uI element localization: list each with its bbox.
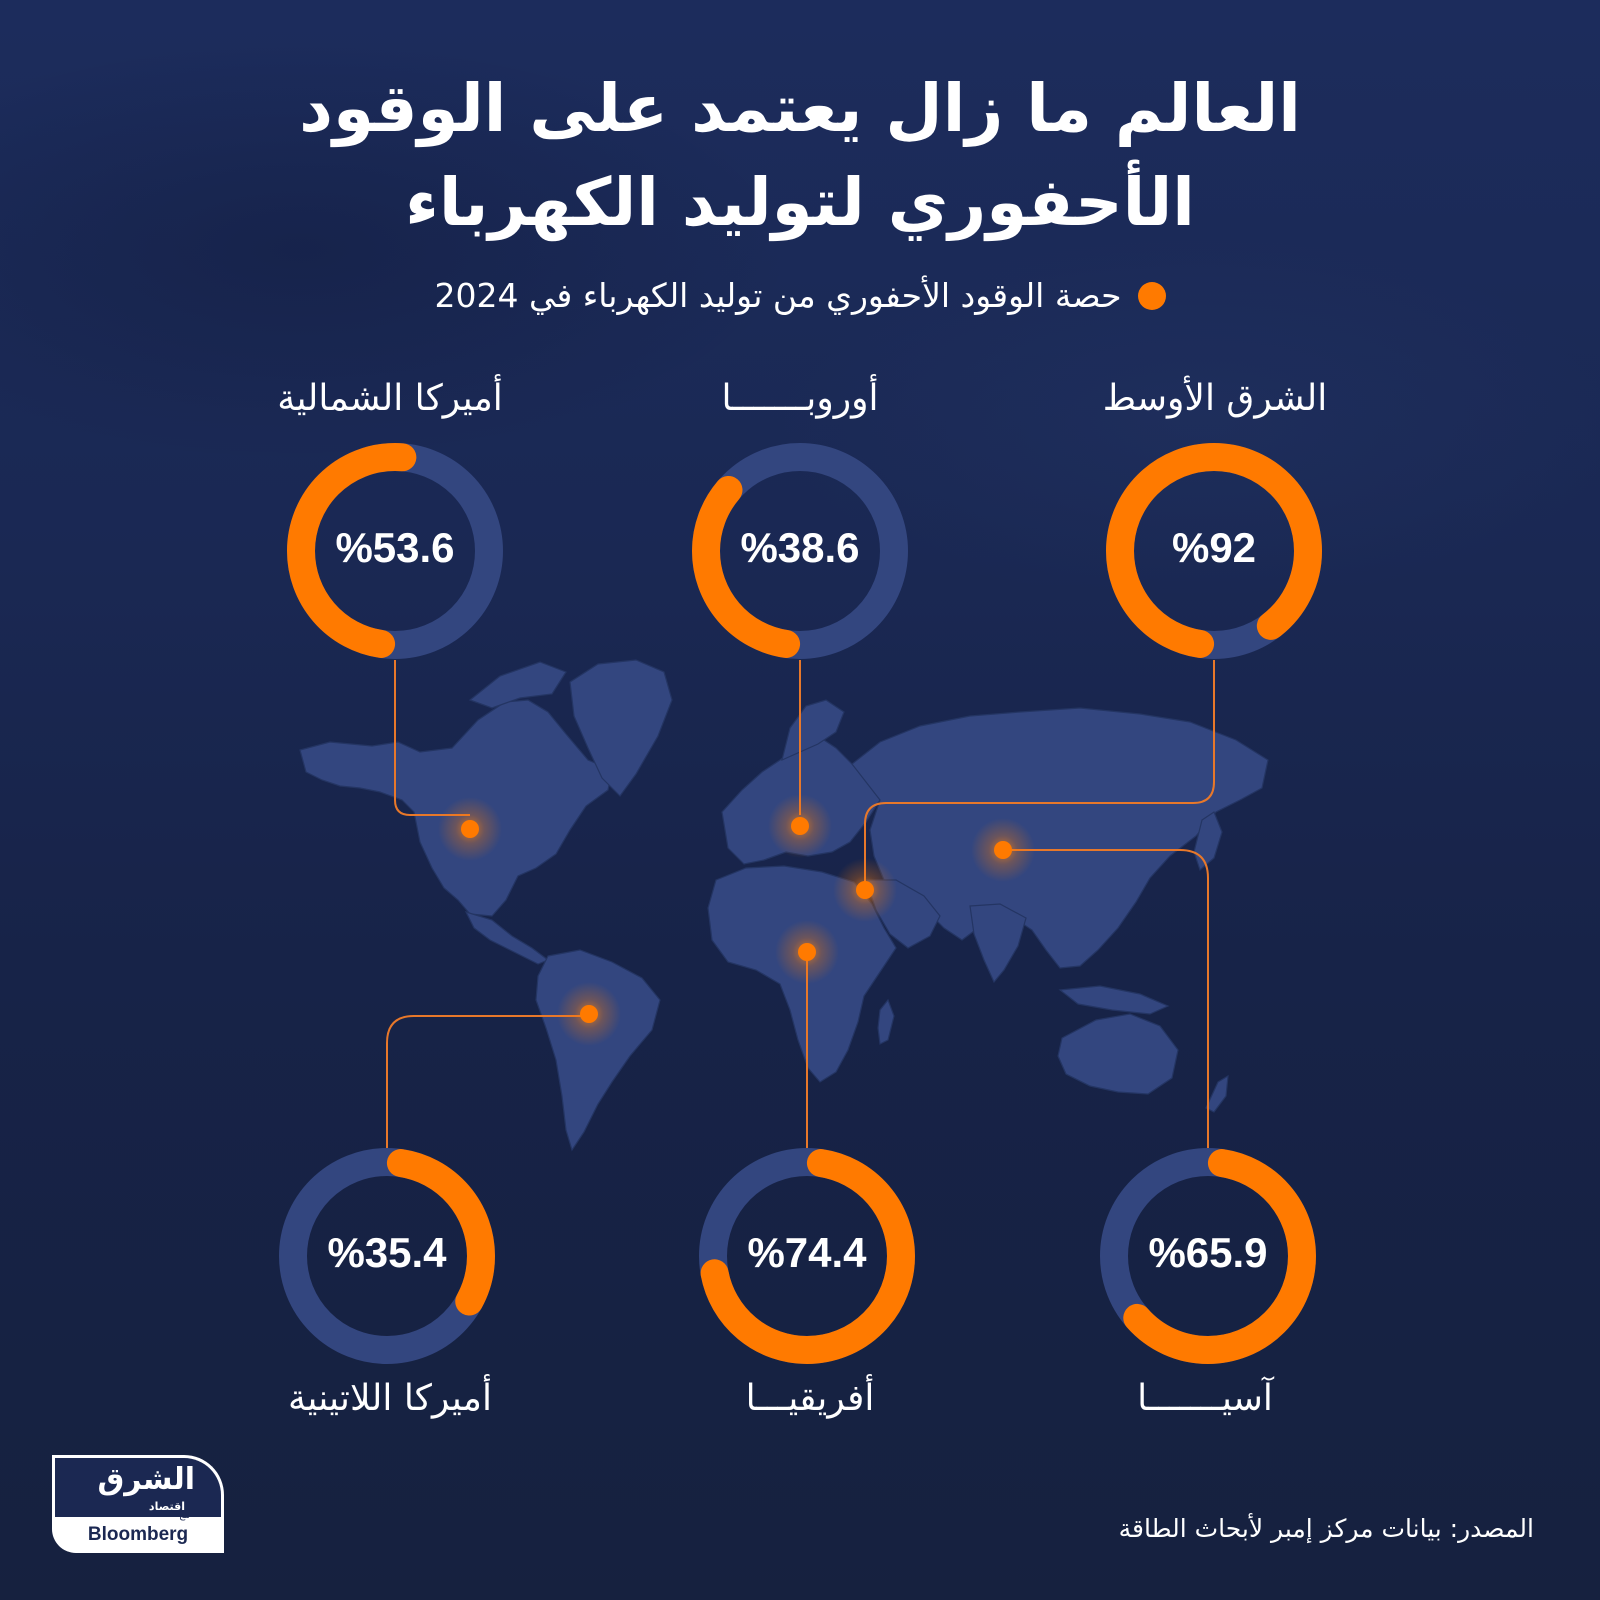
page-title: العالم ما زال يعتمد على الوقود الأحفوري … [0, 62, 1600, 250]
logo-top-panel: الشرق اقتصاد [52, 1455, 224, 1517]
value-africa: %74.4 [747, 1229, 867, 1276]
donut-africa [699, 1148, 915, 1364]
label-middle-east: الشرق الأوسط [1102, 378, 1328, 419]
map-scandinavia [781, 699, 845, 762]
marker-africa [775, 920, 839, 984]
donut-north-america [287, 443, 503, 659]
label-north-america: أميركا الشمالية [277, 378, 503, 419]
value-asia: %65.9 [1148, 1229, 1268, 1276]
logo-arabic-sub: اقتصاد [148, 1500, 185, 1513]
location-markers [438, 794, 1035, 1046]
label-europe: أوروبـــــــا [721, 378, 879, 419]
logo-bottom-panel: Bloomberg [52, 1517, 224, 1553]
logo-arabic-name: الشرق [97, 1462, 195, 1497]
map-new-zealand [1205, 1074, 1229, 1113]
connector-middle-east [864, 660, 1215, 890]
label-latin-america: أميركا اللاتينية [288, 1378, 492, 1419]
marker-asia [971, 818, 1035, 882]
map-india [969, 903, 1027, 984]
legend: حصة الوقود الأحفوري من توليد الكهرباء في… [0, 276, 1600, 315]
connector-latin-america [386, 1015, 589, 1148]
legend-dot-icon [1137, 281, 1166, 310]
marker-latin-america [557, 982, 621, 1046]
label-africa: أفريقيـــا [745, 1378, 875, 1419]
title-line-2: الأحفوري لتوليد الكهرباء [405, 164, 1196, 241]
world-map [299, 659, 1269, 1152]
title-line-1: العالم ما زال يعتمد على الوقود [299, 70, 1302, 147]
logo-bloomberg: Bloomberg [87, 1524, 189, 1545]
value-europe: %38.6 [740, 524, 860, 571]
connector-asia [1003, 849, 1209, 1148]
donut-europe [692, 443, 908, 659]
map-australia [1057, 1013, 1179, 1095]
value-north-america: %53.6 [335, 524, 455, 571]
donut-middle-east [1106, 443, 1322, 659]
marker-europe [768, 794, 832, 858]
legend-label: حصة الوقود الأحفوري من توليد الكهرباء في… [434, 276, 1122, 315]
logo-with: مع [179, 1510, 190, 1521]
connectors [386, 660, 1215, 1148]
map-greenland [569, 659, 673, 797]
map-madagascar [877, 998, 895, 1045]
map-central-america [464, 911, 550, 965]
value-middle-east: %92 [1171, 524, 1257, 571]
map-indonesia [1058, 985, 1170, 1015]
marker-north-america [438, 797, 502, 861]
brand-logo: الشرق اقتصاد Bloomberg مع [52, 1455, 224, 1553]
value-latin-america: %35.4 [327, 1229, 447, 1276]
donut-asia [1100, 1148, 1316, 1364]
map-south-america [535, 949, 661, 1152]
source-note: المصدر: بيانات مركز إمبر لأبحاث الطاقة [1118, 1514, 1534, 1543]
marker-middle-east [833, 858, 897, 922]
donut-latin-america [279, 1148, 495, 1364]
map-arctic-islands [468, 661, 567, 709]
connector-north-america [394, 660, 470, 816]
label-asia: آسيـــــــا [1137, 1378, 1273, 1419]
